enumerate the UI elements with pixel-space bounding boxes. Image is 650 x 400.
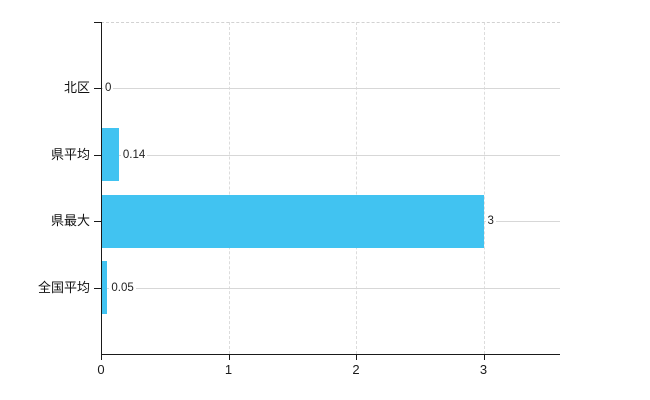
bar-value-label: 0.05 [109, 279, 136, 296]
plot-area: 0 0.14 3 0.05 [101, 22, 560, 354]
horizontal-gridline [101, 154, 560, 156]
bar-value-label: 3 [485, 213, 496, 230]
x-axis-tick-label: 1 [224, 362, 233, 377]
plot-top-border [101, 22, 560, 23]
x-axis-line [101, 354, 560, 355]
y-axis-tick [94, 221, 101, 223]
x-axis-tick [356, 355, 357, 360]
x-axis-tick [228, 355, 230, 360]
category-label: 北区 [63, 80, 90, 96]
category-label: 県平均 [50, 146, 90, 162]
x-axis-tick [483, 355, 485, 360]
y-axis-tick [94, 22, 101, 23]
category-label: 県最大 [50, 213, 90, 229]
bar-value-label: 0 [103, 80, 114, 97]
x-axis-tick-label: 0 [97, 362, 105, 377]
x-axis-tick-label: 2 [352, 362, 360, 377]
y-axis-tick [94, 287, 101, 289]
y-axis-tick [94, 88, 101, 90]
x-axis-tick-label: 3 [479, 362, 488, 377]
y-axis-tick [94, 154, 101, 156]
x-axis-tick [101, 355, 102, 360]
horizontal-gridline [101, 287, 560, 289]
bar[interactable] [101, 194, 484, 248]
bar[interactable] [101, 128, 119, 182]
vertical-gridline [356, 22, 357, 354]
horizontal-gridline [101, 88, 560, 90]
category-label: 全国平均 [37, 279, 90, 295]
vertical-gridline [483, 22, 485, 354]
y-axis-line [101, 22, 102, 355]
bar[interactable] [101, 261, 108, 315]
bar-value-label: 0.14 [120, 146, 148, 163]
vertical-gridline [228, 22, 230, 354]
